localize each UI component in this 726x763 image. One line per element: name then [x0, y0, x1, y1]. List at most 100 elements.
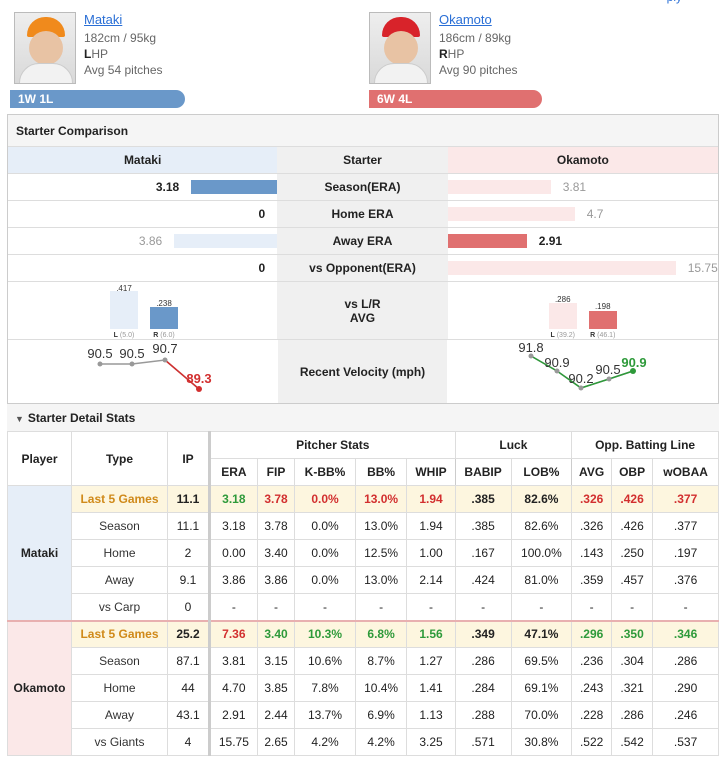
stat-bar-left	[174, 234, 278, 248]
type-cell: Last 5 Games	[71, 485, 168, 513]
top-link[interactable]: ply	[667, 0, 682, 4]
lr-r-value: .238	[156, 299, 172, 308]
table-row: Home 2 0.00 3.40 0.0% 12.5% 1.00.167 100.0% .143…	[8, 539, 719, 567]
stat-cell: -	[611, 593, 654, 621]
th-col: wOBAA	[652, 458, 719, 486]
stat-cell: 1.56	[406, 619, 456, 648]
lr-right: .286 .198 L (39.2) R (46.1)	[448, 282, 718, 339]
stat-cell: 82.6%	[510, 512, 573, 540]
stat-cell: .228	[571, 701, 613, 729]
stat-cell: .349	[454, 619, 512, 648]
section-title: Starter Comparison	[8, 115, 718, 147]
th-player: Player	[7, 431, 72, 486]
table-row: Away 43.1 2.91 2.44 13.7% 6.9% 1.13.288 70.0% .2…	[8, 701, 719, 729]
stat-cell: 1.94	[406, 485, 456, 513]
stat-cell: .457	[611, 566, 654, 594]
stat-cell: 10.4%	[354, 674, 408, 702]
type-cell: Last 5 Games	[71, 619, 168, 648]
stat-label: Away ERA	[277, 228, 448, 254]
ip-cell: 11.1	[167, 512, 211, 540]
stat-label: vs Opponent(ERA)	[277, 255, 448, 281]
stat-cell: 3.40	[256, 539, 296, 567]
stat-left: 0	[8, 255, 277, 281]
stat-cell: .304	[611, 647, 654, 675]
stat-cell: -	[652, 593, 719, 621]
type-cell: Home	[71, 674, 168, 702]
starter-comparison: Starter Comparison Mataki Starter Okamot…	[7, 114, 719, 405]
stat-cell: .426	[611, 485, 654, 513]
type-cell: vs Giants	[71, 728, 168, 756]
stat-cell: 7.36	[209, 619, 258, 648]
velocity-point	[630, 368, 636, 374]
stat-cell: .246	[652, 701, 719, 729]
velocity-chart-left: 90.5 90.5 90.7 89.3	[87, 341, 212, 392]
player-photo-mataki	[14, 12, 76, 84]
stat-cell: 0.00	[209, 539, 258, 567]
stat-cell: 3.85	[256, 674, 296, 702]
th-type: Type	[71, 431, 168, 486]
stat-bar-left	[191, 180, 278, 194]
stat-value-left: 0	[258, 261, 266, 275]
lr-r-label: R (6.0)	[153, 332, 175, 339]
stat-cell: 13.0%	[354, 566, 408, 594]
velocity-label: 90.5	[119, 346, 144, 361]
th-col: WHIP	[406, 458, 456, 486]
stat-cell: 0.0%	[294, 485, 356, 513]
stat-value-right: 4.7	[586, 207, 604, 221]
lr-l-bar	[548, 303, 577, 329]
stat-cell: 3.15	[256, 647, 296, 675]
velocity-point	[554, 368, 560, 374]
velocity-right: 91.8 90.9 90.2 90.5 90.9	[447, 340, 718, 404]
table-row: Okamoto Last 5 Games 25.2 7.36 3.40 10.3% 6.8%…	[7, 619, 719, 756]
stat-row: 3.18 Season(ERA) 3.81	[8, 174, 718, 201]
stat-cell: .542	[611, 728, 654, 756]
stat-cell: 0.0%	[294, 539, 356, 567]
stat-cell: .537	[652, 728, 719, 756]
stat-cell: .290	[652, 674, 719, 702]
velocity-label: 90.9	[621, 355, 646, 370]
stat-cell: 30.8%	[510, 728, 573, 756]
player-name-link[interactable]: Okamoto	[439, 12, 492, 27]
velocity-point	[196, 386, 202, 392]
stat-cell: 13.0%	[354, 512, 408, 540]
stat-cell: 1.94	[406, 512, 456, 540]
stat-cell: .286	[652, 647, 719, 675]
th-col: ERA	[209, 458, 258, 486]
stat-cell: .522	[571, 728, 613, 756]
matchup-header: ply Mataki 182cm / 95kg LHP Avg 54 pitch…	[0, 0, 726, 110]
ip-cell: 0	[167, 593, 211, 621]
table-row: Home 44 4.70 3.85 7.8% 10.4% 1.41.284 69.1% .243…	[8, 674, 719, 702]
velocity-point	[528, 353, 534, 359]
stat-cell: 10.3%	[294, 619, 356, 648]
velocity-label: Recent Velocity (mph)	[278, 340, 447, 404]
stat-row: 0 vs Opponent(ERA) 15.75	[8, 255, 718, 282]
stat-cell: .286	[611, 701, 654, 729]
th-ip: IP	[167, 431, 211, 486]
type-cell: Away	[71, 701, 168, 729]
velocity-label: 90.7	[152, 341, 177, 356]
th-col: AVG	[571, 458, 613, 486]
player-cell: Okamoto	[7, 619, 72, 756]
stat-cell: 4.70	[209, 674, 258, 702]
stat-cell: .288	[454, 701, 512, 729]
velocity-label: 90.5	[595, 362, 620, 377]
stat-cell: -	[406, 593, 456, 621]
stat-value-right: 3.81	[562, 180, 587, 194]
stat-cell: -	[510, 593, 573, 621]
stat-label: Home ERA	[277, 201, 448, 227]
stat-cell: -	[294, 593, 356, 621]
stat-cell: .377	[652, 512, 719, 540]
collapse-triangle-icon[interactable]: ▼	[15, 414, 24, 424]
stat-cell: 70.0%	[510, 701, 573, 729]
stat-right: 15.75	[447, 255, 718, 281]
detail-section-title[interactable]: ▼ Starter Detail Stats	[7, 403, 719, 431]
stat-cell: 3.81	[209, 647, 258, 675]
stat-cell: .296	[571, 619, 613, 648]
stat-cell: 100.0%	[510, 539, 573, 567]
stat-cell: 3.86	[256, 566, 296, 594]
velocity-row: 90.5 90.5 90.7 89.3 Recent Velocity (mph…	[8, 340, 718, 404]
stat-cell: .426	[611, 512, 654, 540]
player-name-link[interactable]: Mataki	[84, 12, 123, 27]
stat-cell: .243	[571, 674, 613, 702]
stat-cell: 3.78	[256, 512, 296, 540]
